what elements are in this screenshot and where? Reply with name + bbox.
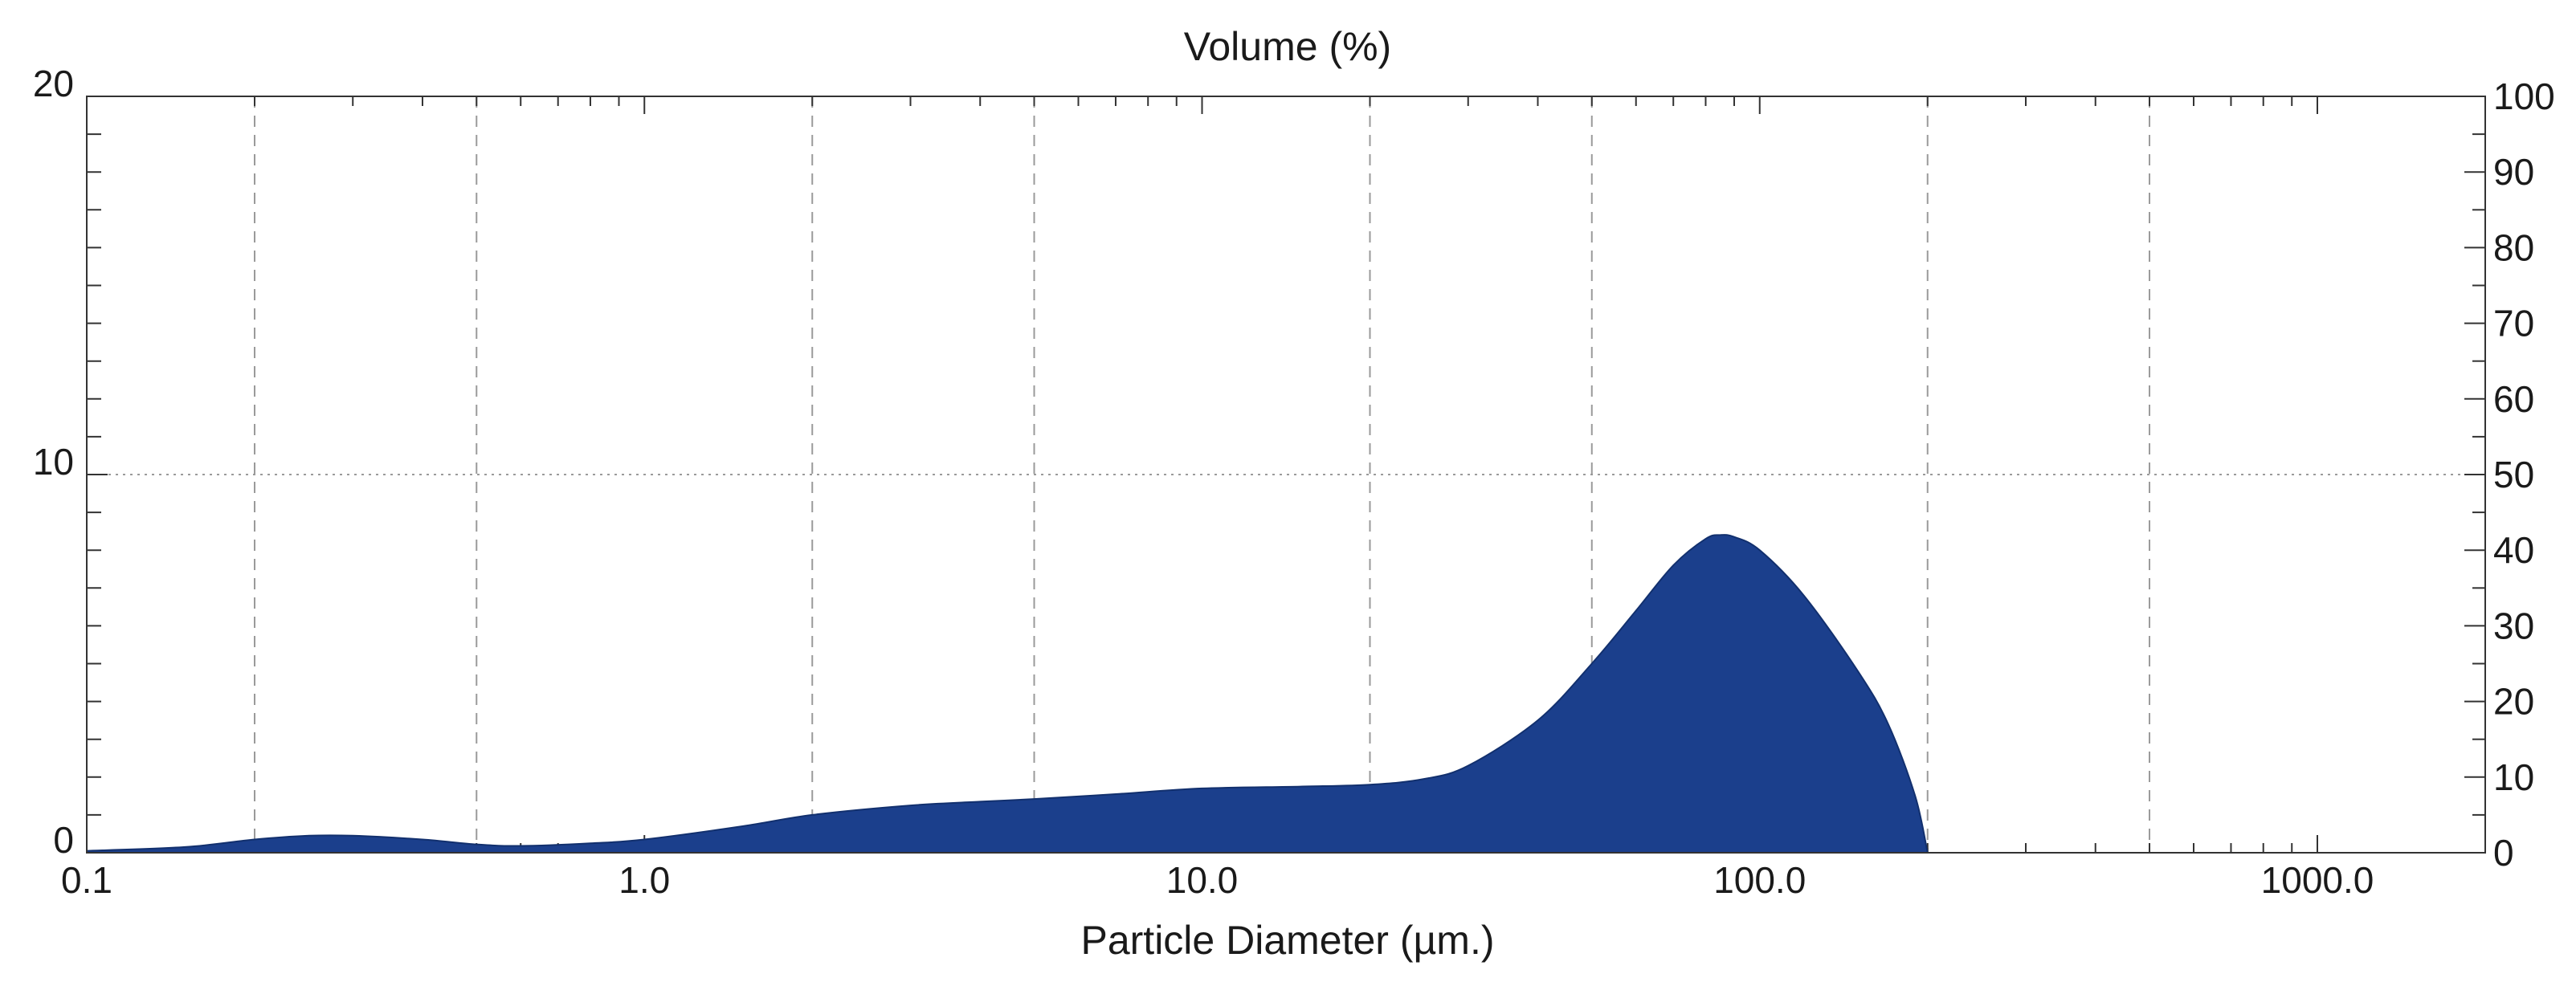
y-tick-label: 20	[33, 63, 74, 104]
y2-tick-label: 80	[2493, 226, 2534, 268]
x-tick-label: 1.0	[618, 859, 670, 901]
x-tick-label: 1000.0	[2261, 859, 2374, 901]
y2-tick-label: 60	[2493, 378, 2534, 420]
x-tick-label: 0.1	[61, 859, 112, 901]
distribution-area-layer	[86, 534, 1929, 854]
y2-tick-label: 40	[2493, 529, 2534, 571]
y2-tick-label: 30	[2493, 605, 2534, 646]
y2-tick-labels: 0 10 20 30 40 50 60 70 80 90 100	[2493, 75, 2555, 874]
y-tick-label: 10	[33, 441, 74, 483]
plot-frame	[86, 96, 2486, 854]
x-tick-label: 100.0	[1713, 859, 1806, 901]
y2-tick-label: 10	[2493, 756, 2534, 798]
y2-tick-label: 100	[2493, 75, 2555, 117]
y-tick-label: 0	[53, 819, 74, 861]
y2-tick-label: 70	[2493, 303, 2534, 344]
y2-tick-label: 20	[2493, 681, 2534, 723]
x-axis-label: Particle Diameter (µm.)	[1081, 918, 1495, 963]
y2-tick-label: 50	[2493, 454, 2534, 495]
y-tick-labels: 0 10 20	[33, 63, 74, 861]
y2-tick-label: 90	[2493, 151, 2534, 193]
x-tick-labels: 0.1 1.0 10.0 100.0 1000.0	[61, 859, 2374, 901]
chart-title: Volume (%)	[1184, 24, 1391, 69]
x-tick-label: 10.0	[1166, 859, 1239, 901]
distribution-area	[86, 534, 1929, 854]
y2-tick-label: 0	[2493, 832, 2514, 874]
